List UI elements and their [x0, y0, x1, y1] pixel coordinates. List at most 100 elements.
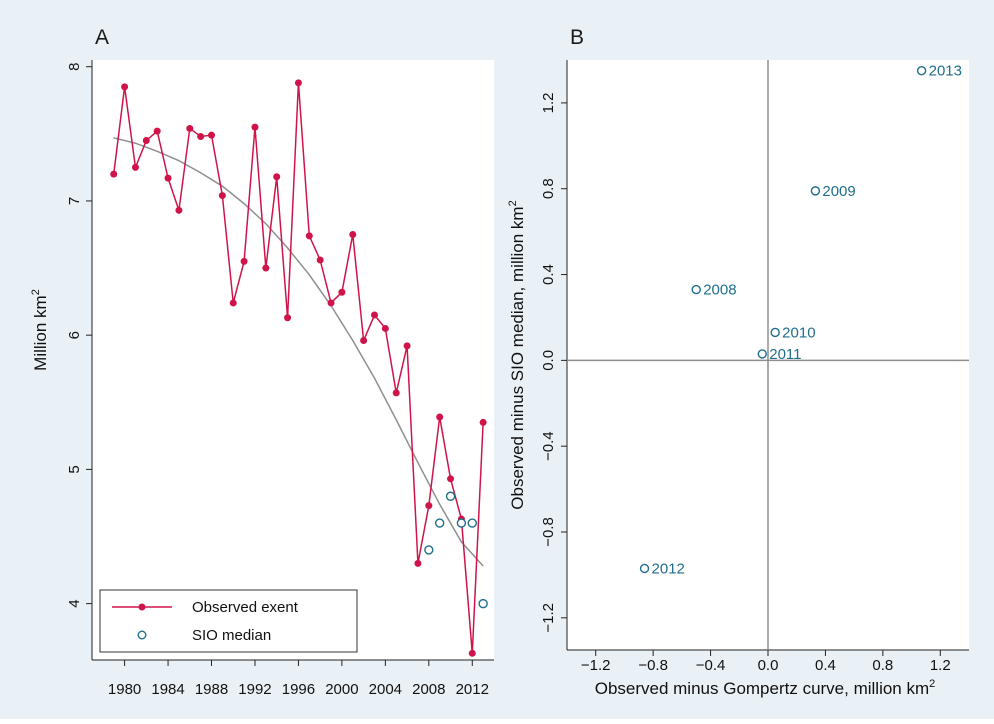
x-tick-label: 2012	[456, 681, 489, 698]
y-tick-label: −0.4	[540, 431, 557, 461]
observed-point	[121, 83, 129, 91]
y-tick-label: 5	[66, 465, 83, 473]
sio-point	[445, 491, 456, 501]
observed-point	[262, 264, 270, 272]
point-label: 2009	[822, 183, 855, 200]
panel-a-label: A	[95, 26, 109, 49]
x-tick-label: 0.4	[815, 657, 836, 674]
x-tick-label: −0.8	[638, 657, 668, 674]
sio-point	[434, 518, 445, 528]
observed-point	[338, 288, 346, 296]
x-tick-label: 1988	[195, 681, 228, 698]
panel-a-y-ticks: 4 5 6 7 8	[66, 63, 92, 608]
legend-observed-label: Observed exent	[192, 599, 299, 616]
observed-point	[273, 173, 281, 181]
point-label: 2010	[782, 324, 815, 341]
point-label: 2008	[703, 282, 736, 299]
sio-point	[456, 518, 467, 528]
observed-point	[392, 389, 400, 397]
sio-point	[478, 598, 488, 609]
observed-point	[316, 256, 324, 264]
y-tick-label: 1.2	[540, 92, 557, 113]
observed-point	[468, 649, 476, 657]
observed-point	[294, 79, 302, 87]
observed-point	[131, 163, 139, 171]
observed-point	[284, 314, 292, 322]
x-tick-label: 2000	[325, 681, 358, 698]
observed-point	[110, 170, 118, 178]
x-tick-label: 2004	[369, 681, 402, 698]
observed-point	[425, 502, 433, 510]
panel-b: B −1.2 −0.8 −0.4 0.0 0.4 0.8 1.2 −1.2 −0.8 −0.4 0…	[507, 26, 969, 698]
x-tick-label: 1980	[108, 681, 141, 698]
sio-point	[467, 518, 477, 528]
panel-a: A 4 5 6 7 8 1980 1984 1988 1992 1996 2000 2004 2008…	[30, 26, 494, 698]
y-tick-label: 8	[66, 63, 83, 71]
y-tick-label: 7	[66, 197, 83, 205]
observed-point	[164, 174, 172, 182]
scatter-point	[770, 327, 780, 338]
scatter-point	[810, 186, 821, 196]
observed-point	[479, 418, 487, 426]
observed-point	[208, 131, 216, 139]
observed-point	[403, 342, 411, 350]
y-tick-label: 0.8	[540, 178, 557, 199]
panel-b-y-axis-title-sup: 2	[507, 200, 519, 206]
x-tick-label: 0.8	[872, 657, 893, 674]
panel-a-y-axis-title: Million km2	[30, 289, 50, 371]
panel-a-x-ticks: 1980 1984 1988 1992 1996 2000 2004 2008 2012	[108, 660, 489, 698]
observed-point	[251, 123, 259, 131]
x-tick-label: 1984	[151, 681, 184, 698]
panel-a-plot-area	[92, 60, 494, 660]
observed-point	[153, 127, 161, 135]
observed-point	[349, 230, 357, 238]
scatter-point	[639, 563, 650, 574]
x-tick-label: 2008	[412, 681, 445, 698]
scatter-point	[691, 284, 701, 295]
observed-point	[240, 257, 248, 265]
scatter-point	[757, 349, 767, 359]
observed-point	[305, 232, 313, 240]
observed-point	[360, 337, 368, 345]
y-tick-label: 4	[66, 599, 83, 607]
panel-a-y-axis-title-text: Million km	[31, 295, 50, 371]
legend-sio-marker	[137, 630, 147, 640]
panel-b-x-axis-title: Observed minus Gompertz curve, million k…	[595, 678, 936, 698]
panel-b-x-axis-title-sup: 2	[929, 678, 935, 690]
panel-a-y-axis-title-sup: 2	[30, 289, 42, 295]
x-tick-label: 1.2	[930, 657, 951, 674]
legend-box	[99, 589, 358, 653]
scatter-point	[916, 66, 927, 76]
panel-b-y-ticks: −1.2 −0.8 −0.4 0.0 0.4 0.8 1.2	[540, 92, 567, 633]
observed-point	[186, 124, 194, 132]
observed-point	[436, 413, 444, 421]
gompertz-curve	[113, 137, 484, 567]
x-tick-label: −1.2	[581, 657, 611, 674]
panel-b-reference-lines	[567, 60, 969, 650]
legend: Observed exent SIO median	[99, 589, 358, 653]
observed-point	[447, 475, 455, 483]
x-tick-label: −0.4	[696, 657, 726, 674]
point-label: 2011	[769, 346, 801, 363]
y-tick-label: 6	[66, 331, 83, 339]
legend-sio-label: SIO median	[192, 627, 271, 644]
panel-b-x-ticks: −1.2 −0.8 −0.4 0.0 0.4 0.8 1.2	[581, 650, 951, 674]
observed-point	[370, 311, 378, 319]
panel-b-x-axis-title-text: Observed minus Gompertz curve, million k…	[595, 679, 929, 698]
sio-series	[424, 491, 488, 609]
y-tick-label: 0.4	[540, 264, 557, 285]
observed-point	[218, 192, 226, 200]
observed-point	[327, 299, 335, 307]
legend-observed-marker	[138, 603, 146, 611]
observed-point	[381, 324, 389, 332]
panel-b-points: 2008 2009 2010 2011 2012 2013	[639, 63, 962, 577]
x-tick-label: 0.0	[758, 657, 779, 674]
observed-point	[229, 299, 237, 307]
observed-point	[175, 206, 183, 214]
gompertz-line	[113, 137, 484, 567]
panel-b-label: B	[570, 26, 584, 49]
x-tick-label: 1992	[238, 681, 271, 698]
panel-b-y-axis-title: Observed minus SIO median, million km2	[507, 200, 527, 509]
y-tick-label: −1.2	[540, 603, 557, 633]
